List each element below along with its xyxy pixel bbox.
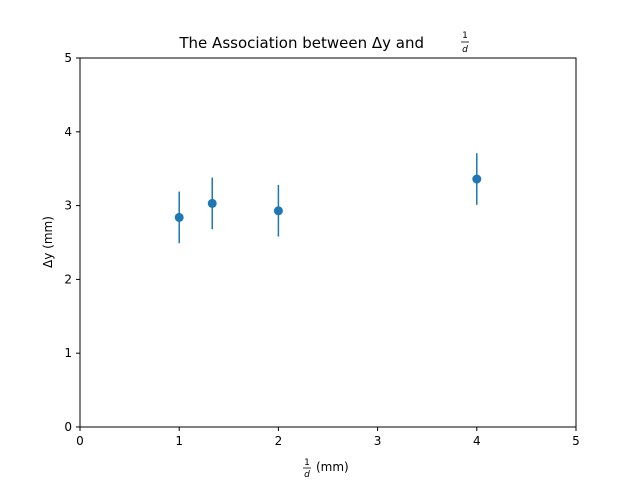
data-point <box>472 174 482 184</box>
xlabel-fraction-denominator: d <box>304 470 310 480</box>
chart-title: The Association between Δy and 1 d <box>178 31 469 55</box>
data-point <box>273 206 283 216</box>
y-tick-label: 5 <box>64 51 72 65</box>
data-point <box>207 198 217 208</box>
x-tick-label: 0 <box>76 434 84 448</box>
x-tick-label: 4 <box>473 434 481 448</box>
y-tick-label: 4 <box>64 125 72 139</box>
xlabel-text: (mm) <box>316 460 349 474</box>
x-tick-label: 3 <box>374 434 382 448</box>
y-tick-label: 1 <box>64 346 72 360</box>
xlabel-fraction-numerator: 1 <box>304 458 310 468</box>
title-text: The Association between Δy and <box>178 34 424 52</box>
title-fraction-numerator: 1 <box>462 31 468 41</box>
x-tick-label: 1 <box>175 434 183 448</box>
y-axis-label: Δy (mm) <box>41 216 55 268</box>
plot-frame <box>79 57 577 428</box>
y-tick-label: 3 <box>64 199 72 213</box>
data-point <box>174 212 184 222</box>
title-fraction-denominator: d <box>462 45 468 55</box>
y-tick-label: 2 <box>64 272 72 286</box>
axis-ticks: 0 1 2 3 4 5 0 1 2 3 4 5 <box>64 51 579 448</box>
x-tick-label: 5 <box>572 434 580 448</box>
y-tick-label: 0 <box>64 420 72 434</box>
x-tick-label: 2 <box>275 434 283 448</box>
data-marks <box>174 153 482 244</box>
x-axis-label: 1 d (mm) <box>303 458 349 480</box>
plot-area <box>80 58 576 427</box>
